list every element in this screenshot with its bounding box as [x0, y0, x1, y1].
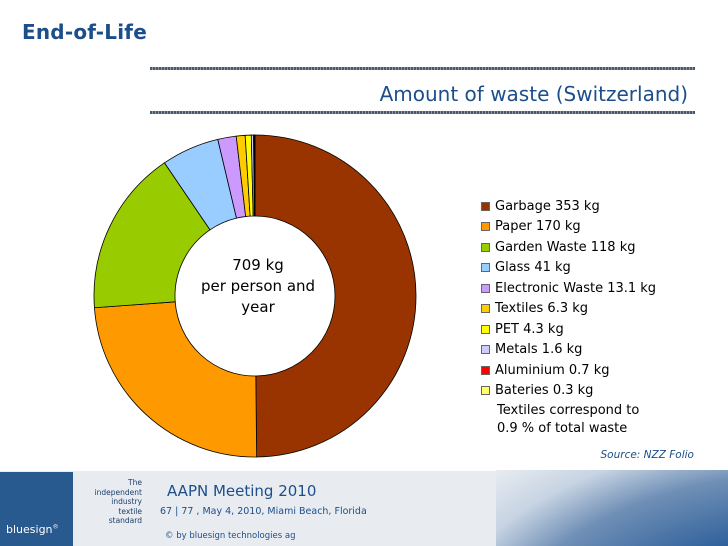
legend-swatch	[481, 365, 490, 375]
tagline-line: The	[128, 478, 142, 487]
divider-bottom	[150, 111, 695, 114]
legend-swatch	[481, 263, 490, 273]
source-credit: Source: NZZ Folio	[600, 449, 694, 461]
center-label-line-3: year	[241, 298, 275, 316]
copyright: © by bluesign technologies ag	[165, 531, 296, 541]
legend-label: Glass 41 kg	[495, 260, 571, 276]
tagline-line: standard	[108, 516, 142, 525]
legend-label: Textiles 6.3 kg	[495, 301, 589, 317]
slide-title: End-of-Life	[22, 20, 147, 44]
legend-swatch	[481, 283, 490, 293]
logo-tagline: The independent industry textile standar…	[82, 478, 142, 526]
chart-note: Textiles correspond to 0.9 % of total wa…	[497, 402, 639, 438]
legend-swatch	[481, 324, 490, 334]
note-line-1: Textiles correspond to	[497, 403, 640, 418]
legend-item-paper: Paper 170 kg	[481, 217, 656, 238]
legend-label: Bateries 0.3 kg	[495, 383, 594, 399]
bluesign-logo-box	[0, 472, 73, 546]
bluesign-logo: bluesign®	[6, 523, 59, 536]
donut-slice-garbage	[254, 134, 417, 458]
legend-item-pet: PET 4.3 kg	[481, 319, 656, 340]
legend-label: Garden Waste 118 kg	[495, 239, 636, 255]
logo-name: bluesign	[6, 523, 53, 536]
registered-mark: ®	[52, 523, 59, 531]
earth-image	[496, 470, 728, 546]
legend-item-electronic-waste: Electronic Waste 13.1 kg	[481, 278, 656, 299]
legend-swatch	[481, 304, 490, 314]
legend-item-garden-waste: Garden Waste 118 kg	[481, 237, 656, 258]
tagline-line: independent	[94, 487, 142, 497]
legend-label: Metals 1.6 kg	[495, 342, 583, 358]
legend-swatch	[481, 201, 490, 211]
legend-label: PET 4.3 kg	[495, 321, 564, 337]
tagline-line: industry	[111, 497, 142, 506]
legend-label: Paper 170 kg	[495, 219, 581, 235]
chart-title: Amount of waste (Switzerland)	[379, 82, 688, 106]
meeting-title: AAPN Meeting 2010	[167, 482, 317, 500]
legend-swatch	[481, 386, 490, 396]
legend-item-garbage: Garbage 353 kg	[481, 196, 656, 217]
tagline-line: textile	[118, 506, 142, 516]
legend-item-bateries: Bateries 0.3 kg	[481, 381, 656, 402]
legend-label: Aluminium 0.7 kg	[495, 362, 610, 378]
center-label: 709 kg per person and year	[178, 255, 338, 318]
legend-label: Electronic Waste 13.1 kg	[495, 280, 657, 296]
legend-label: Garbage 353 kg	[495, 198, 600, 214]
divider-top	[150, 67, 695, 70]
legend-item-aluminium: Aluminium 0.7 kg	[481, 360, 656, 381]
legend-swatch	[481, 242, 490, 252]
legend-item-glass: Glass 41 kg	[481, 258, 656, 279]
slide-meta: 67 | 77 , May 4, 2010, Miami Beach, Flor…	[160, 506, 367, 517]
legend-swatch	[481, 345, 490, 355]
donut-slice-paper	[94, 301, 258, 458]
center-label-line-1: 709 kg	[232, 256, 284, 274]
legend-item-textiles: Textiles 6.3 kg	[481, 299, 656, 320]
chart-legend: Garbage 353 kg Paper 170 kg Garden Waste 1…	[481, 196, 656, 401]
note-line-2: 0.9 % of total waste	[497, 421, 628, 436]
center-label-line-2: per person and	[200, 277, 316, 295]
legend-swatch	[481, 222, 490, 232]
legend-item-metals: Metals 1.6 kg	[481, 340, 656, 361]
